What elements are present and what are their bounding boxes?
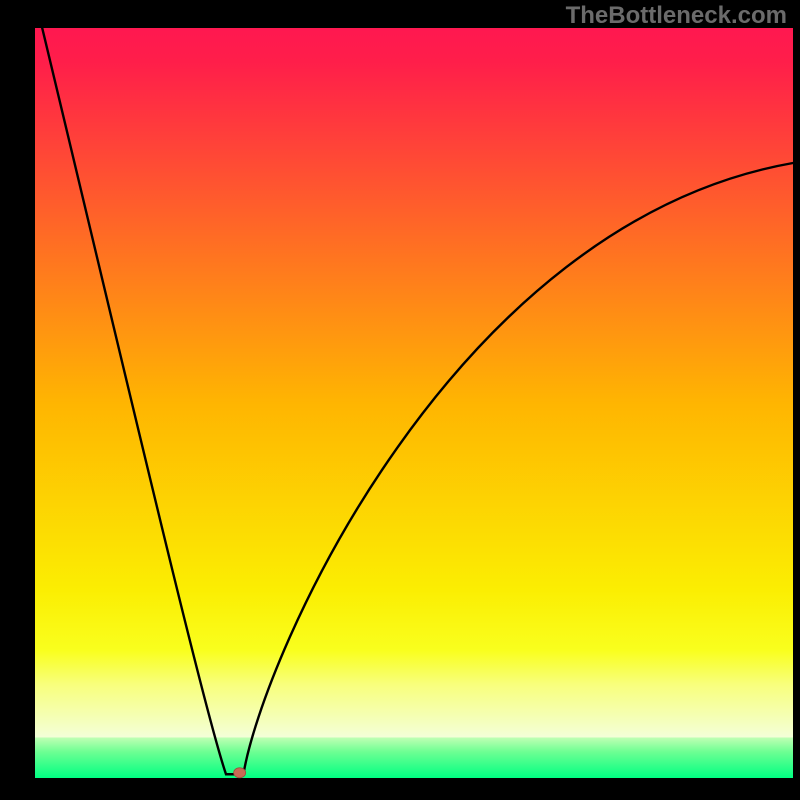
chart-root: TheBottleneck.com — [0, 0, 800, 800]
minimum-marker — [234, 768, 246, 778]
bottleneck-curve — [35, 0, 793, 774]
plot-area — [35, 28, 793, 778]
curve-layer — [35, 28, 793, 778]
watermark-text: TheBottleneck.com — [566, 2, 787, 30]
